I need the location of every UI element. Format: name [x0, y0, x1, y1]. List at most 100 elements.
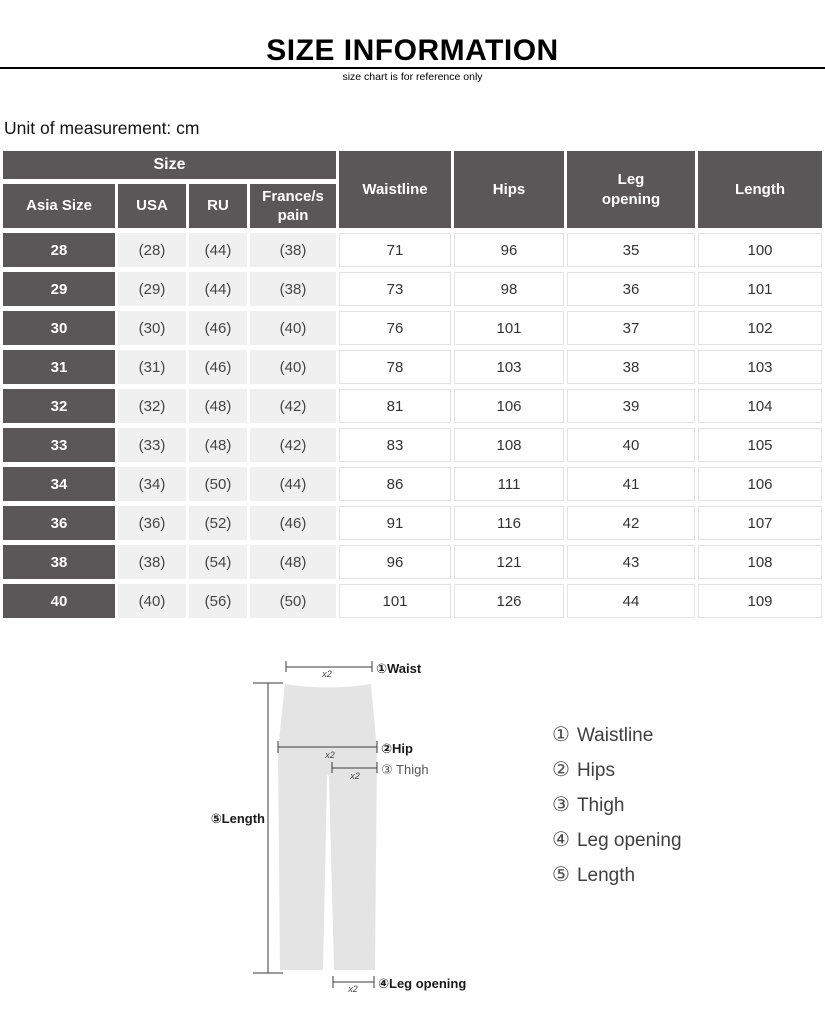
legend-circled-number: ②	[552, 759, 570, 781]
usa-size-cell: (34)	[118, 467, 186, 501]
france-spain-size-cell: (42)	[250, 389, 337, 423]
waistline-cell: 83	[339, 428, 452, 462]
col-header-asia-size: Asia Size	[3, 184, 115, 228]
waistline-cell: 96	[339, 545, 452, 579]
table-row: 28 (28) (44) (38) 71 96 35 100	[3, 233, 823, 267]
leg-opening-label: ④Leg opening	[378, 976, 466, 991]
leg-opening-cell: 38	[567, 350, 696, 384]
table-row: 38 (38) (54) (48) 96 121 43 108	[3, 545, 823, 579]
asia-size-cell: 38	[3, 545, 115, 579]
waistline-cell: 73	[339, 272, 452, 306]
size-table: Size Waistline Hips Leg opening Length A…	[0, 146, 825, 623]
length-cell: 103	[698, 350, 823, 384]
length-cell: 100	[698, 233, 823, 267]
legend-item-thigh: ③ Thigh	[552, 794, 682, 816]
asia-size-cell: 28	[3, 233, 115, 267]
hips-cell: 111	[454, 467, 565, 501]
size-group-header: Size	[3, 151, 337, 179]
table-header-row-group: Size Waistline Hips Leg opening Length	[3, 151, 823, 228]
pants-silhouette	[278, 684, 377, 970]
table-row: 32 (32) (48) (42) 81 106 39 104	[3, 389, 823, 423]
col-header-hips: Hips	[454, 151, 565, 228]
france-spain-size-cell: (38)	[250, 233, 337, 267]
usa-size-cell: (40)	[118, 584, 186, 618]
france-spain-size-cell: (46)	[250, 506, 337, 540]
waistline-cell: 78	[339, 350, 452, 384]
length-cell: 104	[698, 389, 823, 423]
ru-size-cell: (50)	[189, 467, 247, 501]
legend-circled-number: ③	[552, 794, 570, 816]
asia-size-cell: 29	[3, 272, 115, 306]
ru-size-cell: (48)	[189, 389, 247, 423]
hips-cell: 108	[454, 428, 565, 462]
leg-opening-cell: 35	[567, 233, 696, 267]
france-spain-size-cell: (38)	[250, 272, 337, 306]
waistline-cell: 81	[339, 389, 452, 423]
waistline-cell: 76	[339, 311, 452, 345]
hip-label: ②Hip	[381, 741, 413, 756]
hips-cell: 116	[454, 506, 565, 540]
table-row: 33 (33) (48) (42) 83 108 40 105	[3, 428, 823, 462]
table-row: 40 (40) (56) (50) 101 126 44 109	[3, 584, 823, 618]
table-row: 29 (29) (44) (38) 73 98 36 101	[3, 272, 823, 306]
usa-size-cell: (32)	[118, 389, 186, 423]
page-title: SIZE INFORMATION	[266, 34, 559, 67]
unit-note: Unit of measurement: cm	[4, 118, 200, 138]
waist-label: ①Waist	[376, 661, 422, 676]
leg-opening-cell: 39	[567, 389, 696, 423]
usa-size-cell: (28)	[118, 233, 186, 267]
ru-size-cell: (48)	[189, 428, 247, 462]
leg-opening-x2-label: x2	[347, 984, 358, 994]
legend-label: Length	[576, 865, 636, 886]
length-cell: 106	[698, 467, 823, 501]
leg-opening-cell: 41	[567, 467, 696, 501]
usa-size-cell: (33)	[118, 428, 186, 462]
legend-label: Waistline	[576, 725, 654, 746]
usa-size-cell: (29)	[118, 272, 186, 306]
waistline-cell: 86	[339, 467, 452, 501]
legend-label: Thigh	[576, 795, 625, 816]
hip-measure-line	[277, 741, 378, 753]
ru-size-cell: (46)	[189, 311, 247, 345]
thigh-x2-label: x2	[349, 771, 360, 781]
asia-size-cell: 31	[3, 350, 115, 384]
legend-label: Hips	[576, 760, 615, 781]
title-divider	[0, 67, 825, 69]
usa-size-cell: (31)	[118, 350, 186, 384]
asia-size-cell: 36	[3, 506, 115, 540]
hips-cell: 101	[454, 311, 565, 345]
ru-size-cell: (56)	[189, 584, 247, 618]
asia-size-cell: 40	[3, 584, 115, 618]
asia-size-cell: 30	[3, 311, 115, 345]
leg-opening-cell: 44	[567, 584, 696, 618]
col-header-usa: USA	[118, 184, 186, 228]
legend-label: Leg opening	[576, 830, 682, 851]
length-cell: 108	[698, 545, 823, 579]
length-cell: 102	[698, 311, 823, 345]
col-header-leg-opening: Leg opening	[567, 151, 696, 228]
col-header-length: Length	[698, 151, 823, 228]
leg-opening-cell: 36	[567, 272, 696, 306]
waist-measure-line	[285, 661, 373, 672]
table-row: 30 (30) (46) (40) 76 101 37 102	[3, 311, 823, 345]
france-spain-size-cell: (40)	[250, 350, 337, 384]
ru-size-cell: (46)	[189, 350, 247, 384]
legend-circled-number: ⑤	[552, 864, 570, 886]
thigh-label: ③ Thigh	[381, 762, 429, 777]
size-table-body: 28 (28) (44) (38) 71 96 35 100 29 (29) (44) (38) 73 9…	[3, 233, 823, 618]
hips-cell: 121	[454, 545, 565, 579]
ru-size-cell: (44)	[189, 233, 247, 267]
thigh-measure-line	[331, 762, 378, 773]
france-spain-size-cell: (48)	[250, 545, 337, 579]
measurement-legend: ① Waistline ② Hips ③ Thigh ④ Leg opening…	[552, 725, 682, 886]
asia-size-cell: 32	[3, 389, 115, 423]
table-row: 36 (36) (52) (46) 91 116 42 107	[3, 506, 823, 540]
table-row: 31 (31) (46) (40) 78 103 38 103	[3, 350, 823, 384]
france-spain-size-cell: (40)	[250, 311, 337, 345]
length-label: ⑤Length	[211, 811, 265, 826]
legend-circled-number: ④	[552, 829, 570, 851]
col-header-waistline: Waistline	[339, 151, 452, 228]
waistline-cell: 101	[339, 584, 452, 618]
hip-x2-label: x2	[324, 750, 335, 760]
